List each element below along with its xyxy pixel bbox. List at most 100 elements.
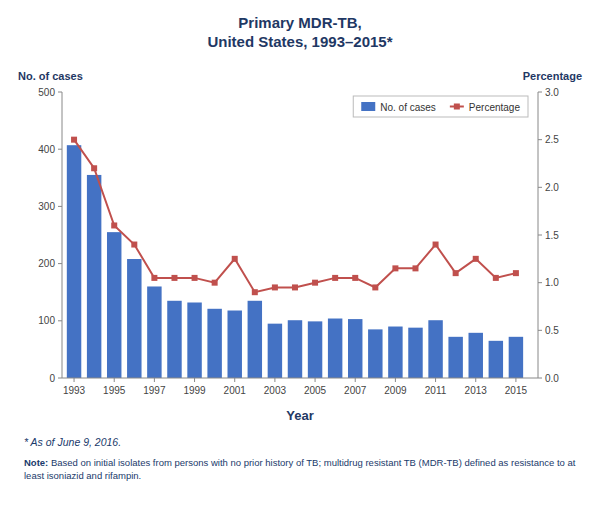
x-tick — [315, 378, 316, 382]
x-axis-label: Year — [286, 408, 313, 423]
y2-tick — [538, 139, 542, 140]
bar — [167, 301, 181, 378]
marker — [71, 137, 77, 143]
bar — [227, 311, 241, 378]
y-tick-label: 0 — [49, 373, 55, 384]
chart: Primary MDR-TB,United States, 1993–2015*… — [0, 0, 600, 509]
bar — [268, 324, 282, 378]
bar — [248, 301, 262, 378]
bar — [107, 232, 121, 378]
marker — [252, 289, 258, 295]
x-tick-label: 2015 — [505, 385, 528, 396]
marker — [171, 275, 177, 281]
note-lead: Note: — [24, 457, 48, 468]
x-tick — [274, 378, 275, 382]
x-tick-label: 1997 — [143, 385, 166, 396]
y-tick — [58, 378, 62, 379]
bar — [368, 329, 382, 378]
legend: No. of cases Percentage — [353, 96, 528, 117]
y-tick-label: 300 — [38, 201, 55, 212]
legend-box — [353, 96, 528, 117]
marker — [212, 280, 218, 286]
note-line: Based on initial isolates from persons w… — [48, 457, 575, 468]
y2-tick-label: 3.0 — [545, 87, 559, 98]
y-tick-label: 100 — [38, 315, 55, 326]
y2-tick — [538, 330, 542, 331]
x-tick-label: 2003 — [264, 385, 287, 396]
x-tick-label: 1993 — [63, 385, 86, 396]
y2-tick — [538, 282, 542, 283]
bar — [469, 333, 483, 378]
marker — [473, 256, 479, 262]
y-axis-label: No. of cases — [18, 70, 83, 82]
marker — [292, 284, 298, 290]
legend-label: Percentage — [469, 102, 521, 113]
legend-label: No. of cases — [380, 102, 436, 113]
x-tick — [234, 378, 235, 382]
note-text: Based on initial isolates from persons w… — [24, 457, 576, 481]
x-tick-label: 1995 — [103, 385, 126, 396]
x-tick-label: 2007 — [344, 385, 367, 396]
y2-tick-label: 1.5 — [545, 230, 559, 241]
y2-tick — [538, 378, 542, 379]
marker — [372, 284, 378, 290]
bar — [448, 337, 462, 378]
bar — [147, 286, 161, 378]
marker — [332, 275, 338, 281]
y-tick — [58, 206, 62, 207]
marker — [493, 275, 499, 281]
x-tick-label: 1999 — [183, 385, 206, 396]
x-tick — [194, 378, 195, 382]
bar — [288, 320, 302, 378]
x-tick — [154, 378, 155, 382]
y-tick — [58, 320, 62, 321]
title: Primary MDR-TB,United States, 1993–2015* — [207, 14, 392, 50]
x-tick — [395, 378, 396, 382]
y2-tick-label: 2.0 — [545, 182, 559, 193]
y2-tick — [538, 92, 542, 93]
y-tick-label: 500 — [38, 87, 55, 98]
x-tick — [435, 378, 436, 382]
x-tick — [114, 378, 115, 382]
y2-tick-label: 0.5 — [545, 325, 559, 336]
bar — [489, 341, 503, 378]
line — [74, 140, 516, 293]
x-tick-label: 2005 — [304, 385, 327, 396]
line-series — [71, 137, 519, 296]
plot-area — [67, 137, 523, 378]
marker — [131, 242, 137, 248]
y-tick — [58, 149, 62, 150]
y2-tick-label: 0.0 — [545, 373, 559, 384]
note: Note: Based on initial isolates from per… — [24, 457, 576, 481]
marker — [312, 280, 318, 286]
y-tick-label: 400 — [38, 144, 55, 155]
bar — [509, 337, 523, 378]
x-tick-label: 2013 — [465, 385, 488, 396]
bar — [428, 320, 442, 378]
bar — [328, 319, 342, 378]
y2-axis-label: Percentage — [523, 70, 582, 82]
y-tick — [58, 92, 62, 93]
marker — [232, 256, 238, 262]
marker — [111, 222, 117, 228]
bar — [67, 145, 81, 378]
note: * As of June 9, 2016. — [24, 436, 121, 448]
marker — [392, 265, 398, 271]
note-line: least isoniazid and rifampin. — [24, 470, 141, 481]
x-tick — [355, 378, 356, 382]
bar — [127, 259, 141, 378]
y-axis-line — [62, 92, 63, 378]
bar-series — [67, 145, 523, 378]
bar — [207, 309, 221, 378]
y2-tick-label: 1.0 — [545, 277, 559, 288]
legend-marker — [454, 104, 460, 110]
x-tick-label: 2011 — [425, 385, 447, 396]
y-tick — [58, 263, 62, 264]
bar — [308, 321, 322, 378]
y-tick-label: 200 — [38, 258, 55, 269]
x-tick-label: 2009 — [384, 385, 407, 396]
marker — [91, 165, 97, 171]
bar — [388, 327, 402, 378]
x-tick — [515, 378, 516, 382]
marker — [352, 275, 358, 281]
